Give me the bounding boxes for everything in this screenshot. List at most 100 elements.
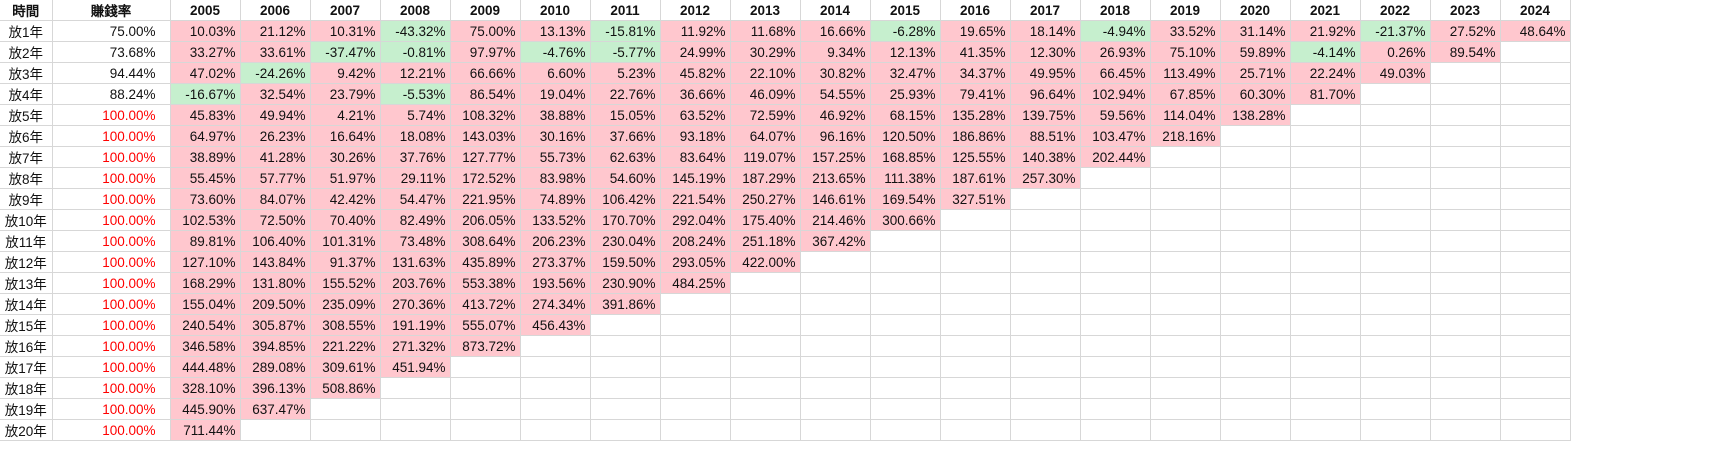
row-label[interactable]: 放6年 xyxy=(0,126,52,147)
empty-cell[interactable] xyxy=(1290,105,1360,126)
empty-cell[interactable] xyxy=(1360,252,1430,273)
empty-cell[interactable] xyxy=(1290,168,1360,189)
empty-cell[interactable] xyxy=(1290,189,1360,210)
empty-cell[interactable] xyxy=(380,378,450,399)
return-cell[interactable]: 67.85% xyxy=(1150,84,1220,105)
return-cell[interactable]: 106.42% xyxy=(590,189,660,210)
return-cell[interactable]: 81.70% xyxy=(1290,84,1360,105)
empty-cell[interactable] xyxy=(1010,210,1080,231)
header-year[interactable]: 2024 xyxy=(1500,0,1570,21)
return-cell[interactable]: -4.76% xyxy=(520,42,590,63)
return-cell[interactable]: 26.93% xyxy=(1080,42,1150,63)
empty-cell[interactable] xyxy=(1430,357,1500,378)
empty-cell[interactable] xyxy=(450,357,520,378)
return-cell[interactable]: 21.92% xyxy=(1290,21,1360,42)
empty-cell[interactable] xyxy=(940,357,1010,378)
return-cell[interactable]: 113.49% xyxy=(1150,63,1220,84)
empty-cell[interactable] xyxy=(1430,147,1500,168)
win-rate-cell[interactable]: 100.00% xyxy=(52,147,170,168)
row-label[interactable]: 放4年 xyxy=(0,84,52,105)
empty-cell[interactable] xyxy=(870,294,940,315)
row-label[interactable]: 放20年 xyxy=(0,420,52,441)
empty-cell[interactable] xyxy=(1500,336,1570,357)
win-rate-cell[interactable]: 75.00% xyxy=(52,21,170,42)
empty-cell[interactable] xyxy=(800,357,870,378)
header-rate[interactable]: 賺錢率 xyxy=(52,0,170,21)
empty-cell[interactable] xyxy=(1360,357,1430,378)
return-cell[interactable]: 106.40% xyxy=(240,231,310,252)
empty-cell[interactable] xyxy=(660,378,730,399)
header-year[interactable]: 2009 xyxy=(450,0,520,21)
return-cell[interactable]: 396.13% xyxy=(240,378,310,399)
empty-cell[interactable] xyxy=(1430,84,1500,105)
return-cell[interactable]: 22.10% xyxy=(730,63,800,84)
return-cell[interactable]: 79.41% xyxy=(940,84,1010,105)
return-cell[interactable]: 508.86% xyxy=(310,378,380,399)
return-cell[interactable]: 66.45% xyxy=(1080,63,1150,84)
header-year[interactable]: 2016 xyxy=(940,0,1010,21)
header-year[interactable]: 2012 xyxy=(660,0,730,21)
empty-cell[interactable] xyxy=(940,336,1010,357)
return-cell[interactable]: 292.04% xyxy=(660,210,730,231)
return-cell[interactable]: 84.07% xyxy=(240,189,310,210)
header-year[interactable]: 2022 xyxy=(1360,0,1430,21)
empty-cell[interactable] xyxy=(730,336,800,357)
return-cell[interactable]: 187.61% xyxy=(940,168,1010,189)
empty-cell[interactable] xyxy=(800,399,870,420)
return-cell[interactable]: 15.05% xyxy=(590,105,660,126)
header-year[interactable]: 2018 xyxy=(1080,0,1150,21)
empty-cell[interactable] xyxy=(1290,231,1360,252)
empty-cell[interactable] xyxy=(800,420,870,441)
empty-cell[interactable] xyxy=(1290,357,1360,378)
empty-cell[interactable] xyxy=(1430,105,1500,126)
return-cell[interactable]: 30.16% xyxy=(520,126,590,147)
return-cell[interactable]: 49.03% xyxy=(1360,63,1430,84)
empty-cell[interactable] xyxy=(1150,210,1220,231)
return-cell[interactable]: 451.94% xyxy=(380,357,450,378)
return-cell[interactable]: 191.19% xyxy=(380,315,450,336)
empty-cell[interactable] xyxy=(1010,357,1080,378)
empty-cell[interactable] xyxy=(1220,336,1290,357)
return-cell[interactable]: 10.03% xyxy=(170,21,240,42)
empty-cell[interactable] xyxy=(800,273,870,294)
empty-cell[interactable] xyxy=(1500,399,1570,420)
empty-cell[interactable] xyxy=(1500,252,1570,273)
header-year[interactable]: 2019 xyxy=(1150,0,1220,21)
return-cell[interactable]: 146.61% xyxy=(800,189,870,210)
empty-cell[interactable] xyxy=(590,399,660,420)
win-rate-cell[interactable]: 100.00% xyxy=(52,210,170,231)
empty-cell[interactable] xyxy=(870,357,940,378)
empty-cell[interactable] xyxy=(380,399,450,420)
empty-cell[interactable] xyxy=(1290,336,1360,357)
empty-cell[interactable] xyxy=(1010,294,1080,315)
empty-cell[interactable] xyxy=(1360,147,1430,168)
empty-cell[interactable] xyxy=(800,336,870,357)
header-year[interactable]: 2011 xyxy=(590,0,660,21)
return-cell[interactable]: 83.64% xyxy=(660,147,730,168)
return-cell[interactable]: 209.50% xyxy=(240,294,310,315)
return-cell[interactable]: 108.32% xyxy=(450,105,520,126)
row-label[interactable]: 放3年 xyxy=(0,63,52,84)
return-cell[interactable]: 75.10% xyxy=(1150,42,1220,63)
header-year[interactable]: 2023 xyxy=(1430,0,1500,21)
return-cell[interactable]: 101.31% xyxy=(310,231,380,252)
empty-cell[interactable] xyxy=(940,294,1010,315)
empty-cell[interactable] xyxy=(730,399,800,420)
return-cell[interactable]: 221.54% xyxy=(660,189,730,210)
return-cell[interactable]: 33.61% xyxy=(240,42,310,63)
empty-cell[interactable] xyxy=(1220,210,1290,231)
empty-cell[interactable] xyxy=(660,315,730,336)
return-cell[interactable]: 327.51% xyxy=(940,189,1010,210)
return-cell[interactable]: 22.76% xyxy=(590,84,660,105)
return-cell[interactable]: 62.63% xyxy=(590,147,660,168)
return-cell[interactable]: 49.94% xyxy=(240,105,310,126)
row-label[interactable]: 放8年 xyxy=(0,168,52,189)
return-cell[interactable]: 308.64% xyxy=(450,231,520,252)
return-cell[interactable]: 203.76% xyxy=(380,273,450,294)
empty-cell[interactable] xyxy=(940,210,1010,231)
return-cell[interactable]: 139.75% xyxy=(1010,105,1080,126)
row-label[interactable]: 放7年 xyxy=(0,147,52,168)
return-cell[interactable]: 36.66% xyxy=(660,84,730,105)
return-cell[interactable]: 11.68% xyxy=(730,21,800,42)
empty-cell[interactable] xyxy=(940,252,1010,273)
